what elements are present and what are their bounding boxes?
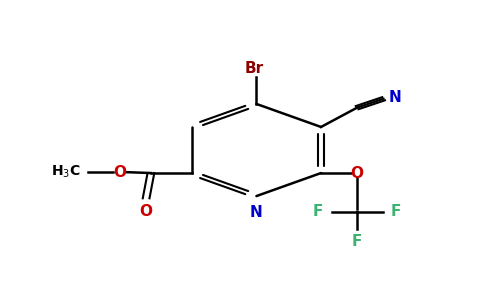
Text: O: O — [139, 204, 152, 219]
Text: F: F — [352, 234, 363, 249]
Text: F: F — [313, 204, 323, 219]
Text: N: N — [388, 90, 401, 105]
Text: O: O — [350, 166, 363, 181]
Text: N: N — [250, 205, 263, 220]
Text: H$_3$C: H$_3$C — [51, 163, 81, 180]
Text: F: F — [391, 204, 401, 219]
Text: Br: Br — [244, 61, 264, 76]
Text: O: O — [113, 165, 126, 180]
